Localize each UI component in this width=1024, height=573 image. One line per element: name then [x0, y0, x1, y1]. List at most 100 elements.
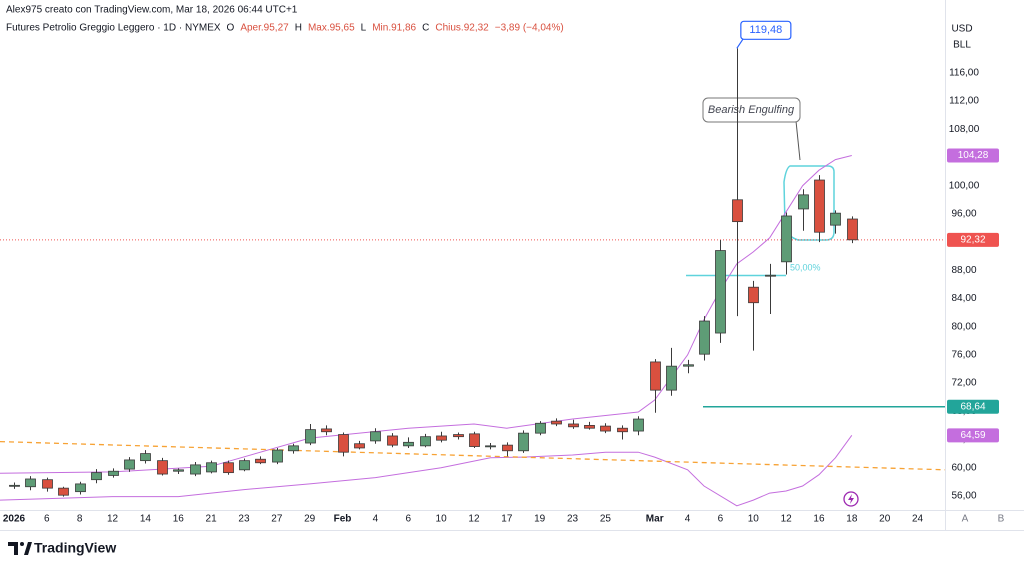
candle-body	[321, 428, 332, 433]
candle-body	[453, 434, 464, 438]
ohlc-value: Chius.92,32	[435, 23, 489, 34]
candle-body	[206, 462, 217, 473]
y-tick-label: 84,00	[951, 293, 976, 304]
scale-button[interactable]: A	[962, 514, 969, 525]
candle-body	[223, 462, 234, 474]
candle-body	[42, 479, 53, 489]
x-tick-label: 19	[534, 514, 546, 525]
candle-body	[617, 427, 628, 433]
y-tick-label: 72,00	[951, 378, 976, 389]
event-icon-bolt	[848, 494, 854, 504]
candle-body	[814, 179, 825, 233]
candle-body	[584, 424, 595, 429]
x-tick-label: 27	[271, 514, 283, 525]
x-tick-label: 12	[781, 514, 793, 525]
x-tick-label: 6	[44, 514, 50, 525]
candle-body	[338, 434, 349, 453]
candle-body	[666, 365, 677, 391]
candle-body	[633, 418, 644, 432]
x-tick-label: 2026	[3, 514, 26, 525]
brand: TradingView	[34, 540, 116, 556]
x-tick-label: 17	[501, 514, 513, 525]
callout-text: Bearish Engulfing	[708, 104, 795, 116]
candle-body	[485, 445, 496, 448]
candle-body	[798, 194, 809, 210]
fib-label: 50,00%	[790, 262, 821, 272]
y-tick-label: 96,00	[951, 209, 976, 220]
x-tick-label: 23	[238, 514, 250, 525]
candle-body	[140, 453, 151, 462]
candle-body	[847, 218, 858, 241]
legend: Futures Petrolio Greggio Leggero · 1D · …	[6, 23, 564, 34]
candle-body	[255, 458, 266, 464]
y-tick-label: 112,00	[949, 96, 979, 107]
candle-body	[551, 420, 562, 425]
x-tick-label: 25	[600, 514, 612, 525]
candle-body	[124, 459, 135, 470]
candle-body	[469, 433, 480, 447]
candle-body	[91, 472, 102, 481]
candle-body	[387, 435, 398, 446]
x-tick-label: 4	[373, 514, 379, 525]
candle-body	[157, 460, 168, 475]
x-tick-label: 10	[748, 514, 760, 525]
candle-body	[272, 449, 283, 463]
candle-body	[403, 441, 414, 447]
candle-body	[173, 469, 184, 472]
x-tick-label: 18	[846, 514, 858, 525]
unit: BLL	[953, 40, 971, 51]
ohlc-key: C	[422, 23, 429, 34]
x-tick-label: 12	[107, 514, 119, 525]
y-tick-label: 60,00	[951, 462, 976, 473]
x-tick-label: 8	[77, 514, 83, 525]
candle-body	[518, 432, 529, 452]
price-tag-label: 64,59	[960, 430, 985, 441]
x-tick-label: 20	[879, 514, 891, 525]
candle-body	[748, 286, 759, 304]
ohlc-value: Max.95,65	[308, 23, 355, 34]
price-tag-label: 92,32	[960, 234, 985, 245]
candle-body	[830, 212, 841, 226]
x-tick-label: 12	[468, 514, 480, 525]
candle-body	[683, 364, 694, 367]
candle-body	[9, 484, 20, 487]
x-tick-label: 10	[436, 514, 448, 525]
y-tick-label: 80,00	[951, 321, 976, 332]
x-tick-label: 24	[912, 514, 924, 525]
candle-body	[568, 423, 579, 428]
y-tick-label: 108,00	[949, 124, 980, 135]
candle-body	[699, 320, 710, 355]
price-tag	[947, 232, 999, 247]
x-tick-label: 16	[813, 514, 825, 525]
candle-body	[25, 478, 36, 488]
scale-button[interactable]: B	[998, 514, 1005, 525]
candle-body	[600, 425, 611, 432]
x-tick-label: 21	[206, 514, 218, 525]
symbol: Futures Petrolio Greggio Leggero · 1D · …	[6, 23, 221, 34]
x-tick-label: 6	[405, 514, 411, 525]
x-tick-label: 29	[304, 514, 316, 525]
ohlc-key: L	[361, 23, 367, 34]
price-tag	[947, 428, 999, 443]
ohlc-value: Min.91,86	[372, 23, 416, 34]
ohlc-key: O	[227, 23, 235, 34]
ohlc-value: Aper.95,27	[240, 23, 289, 34]
callout-pointer	[795, 120, 801, 161]
y-tick-label: 76,00	[951, 350, 976, 361]
x-tick-label: Feb	[334, 514, 352, 525]
candle-body	[535, 422, 546, 434]
candle-body	[420, 436, 431, 447]
candle-body	[354, 443, 365, 449]
x-tick-label: 16	[173, 514, 185, 525]
candle-body	[75, 483, 86, 493]
change: −3,89 (−4,04%)	[495, 23, 564, 34]
candle-body	[650, 361, 661, 391]
header: Alex975 creato con TradingView.com, Mar …	[6, 5, 298, 16]
x-tick-label: 6	[718, 514, 724, 525]
logo: TradingView	[8, 540, 116, 556]
peak-label: 119,48	[749, 24, 782, 36]
y-tick-label: 88,00	[951, 265, 976, 276]
y-tick-label: 116,00	[949, 68, 979, 79]
